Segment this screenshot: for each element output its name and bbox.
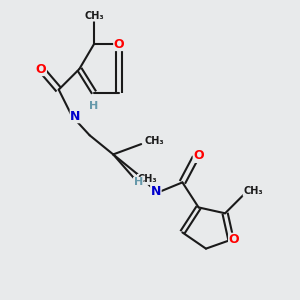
Text: O: O (193, 149, 204, 162)
Text: CH₃: CH₃ (84, 11, 104, 21)
Text: N: N (151, 185, 161, 198)
Text: CH₃: CH₃ (137, 174, 157, 184)
Text: CH₃: CH₃ (145, 136, 164, 146)
Text: H: H (134, 177, 143, 188)
Text: N: N (70, 110, 81, 123)
Text: O: O (36, 62, 46, 76)
Text: O: O (114, 38, 124, 50)
Text: O: O (229, 233, 239, 246)
Text: CH₃: CH₃ (243, 186, 263, 196)
Text: H: H (89, 101, 99, 111)
